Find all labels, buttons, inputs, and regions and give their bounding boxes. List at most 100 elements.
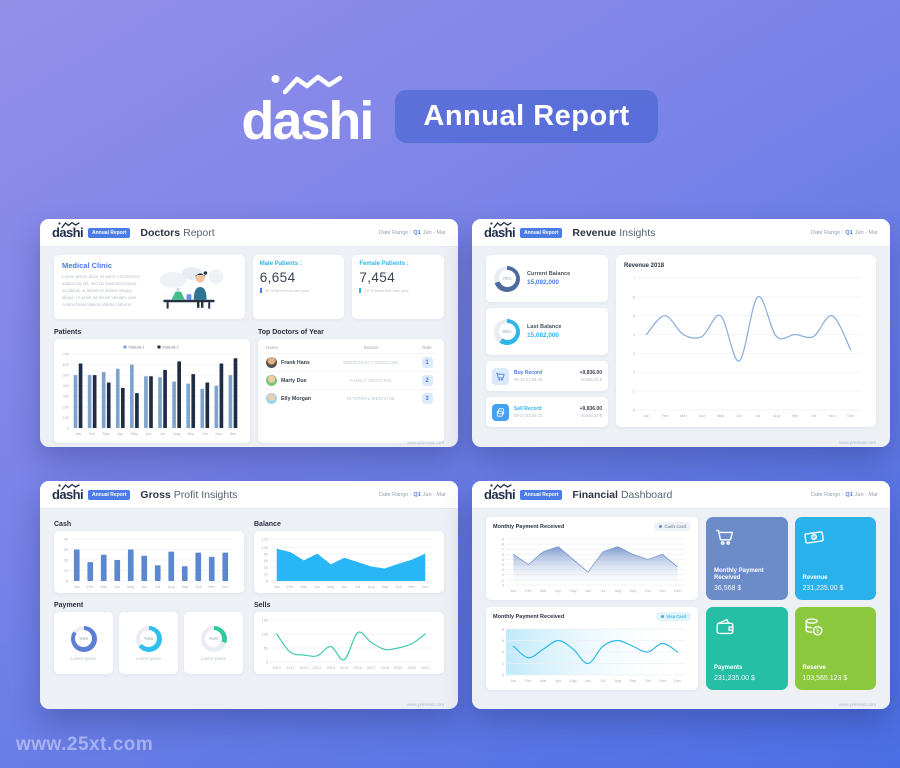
zigzag-line-icon	[58, 221, 80, 229]
payment-donut: %30	[200, 625, 227, 652]
svg-text:4: 4	[502, 650, 504, 654]
visa-card-badge[interactable]: Visa Card	[655, 612, 691, 621]
tile-value: 36,568 $	[714, 585, 742, 592]
svg-text:2012: 2012	[300, 666, 308, 670]
tile-value: 231,235.00 $	[802, 585, 844, 592]
current-balance-card: 70% Current Balance 15,082,000	[486, 255, 608, 302]
svg-text:200: 200	[63, 405, 69, 409]
svg-text:Jul: Jul	[155, 585, 160, 589]
table-row[interactable]: Marty Due FAMILY MEDICINE 2	[266, 371, 436, 389]
logo-text: dashi	[241, 91, 374, 151]
svg-text:Jul: Jul	[755, 414, 760, 418]
tile-label: Payments	[714, 665, 743, 671]
svg-text:Feb: Feb	[89, 432, 96, 436]
svg-text:60: 60	[264, 559, 268, 563]
svg-text:Oct: Oct	[645, 679, 652, 683]
svg-text:0: 0	[502, 673, 504, 677]
svg-text:2: 2	[502, 573, 504, 577]
date-range-period: Jan - Mar	[422, 491, 446, 498]
avatar	[266, 357, 277, 368]
patients-section-label: Patients	[54, 329, 82, 336]
footer-url: www.premast.com	[839, 440, 876, 445]
tile-value: 231,235.00 $	[714, 675, 755, 682]
svg-text:Feb: Feb	[525, 589, 532, 593]
doctor-section: FAMILY MEDICINE	[350, 378, 392, 383]
buy-record-item[interactable]: Buy Record 09-23 03:55:25 +9,836.00 5056…	[486, 361, 608, 391]
svg-text:Jan: Jan	[74, 585, 80, 589]
monthly-payment-line-chart: 0 2 4 6 8 Jan Feb Mar Apr May Jun Jul Aug Sep Oct Nov De…	[493, 624, 689, 684]
last-balance-card: 60% Last Balance 15,082,000	[486, 308, 608, 355]
page-title: Gross Profit Insights	[140, 489, 237, 501]
svg-text:Jun: Jun	[145, 432, 151, 436]
zigzag-line-icon	[271, 74, 343, 95]
reserve-tile[interactable]: $ Reserve 103,565.123 $	[794, 607, 876, 690]
badge-label: Visa Card	[666, 614, 686, 619]
tile-label: Monthly Payment Received	[714, 567, 764, 582]
svg-text:Oct: Oct	[202, 432, 209, 436]
sell-record-item[interactable]: Sell Record 09-23 03:55:25 +9,836.00 505…	[486, 397, 608, 427]
dashboard-header: dashi Annual Report Financial Dashboard …	[472, 481, 890, 509]
dashi-mini-logo: dashi	[52, 221, 84, 239]
svg-text:2018: 2018	[381, 666, 389, 670]
table-row[interactable]: Frank Hans EMERGENCY MEDICINE 1	[266, 353, 436, 371]
monthly-payment-tile[interactable]: Monthly Payment Received 36,568 $	[706, 517, 788, 600]
svg-text:6: 6	[633, 295, 635, 299]
date-range-quarter: Q1	[845, 491, 853, 498]
svg-text:2: 2	[633, 371, 635, 375]
svg-text:500: 500	[63, 374, 69, 378]
female-patients-value: 7,454	[359, 270, 396, 285]
date-range-selector[interactable]: Date Range : Q1 Jan - Mar	[379, 230, 446, 236]
svg-text:Oct: Oct	[195, 585, 202, 589]
zigzag-line-icon	[490, 483, 512, 491]
brand-text: dashi	[484, 225, 516, 240]
date-range-label: Date Range :	[811, 491, 844, 498]
svg-text:20: 20	[64, 558, 68, 562]
svg-text:Mar: Mar	[100, 585, 107, 589]
svg-text:May: May	[570, 589, 577, 593]
svg-text:Oct: Oct	[811, 414, 818, 418]
date-range-quarter: Q1	[845, 229, 853, 236]
date-range-selector[interactable]: Date Range : Q1 Jan - Mar	[811, 492, 878, 498]
svg-text:Feb: Feb	[87, 585, 94, 589]
monthly-payment-visa-card: Monthly Payment Received Visa Card 0 2 4 6 8…	[486, 607, 698, 690]
date-range-selector[interactable]: Date Range : Q1 Jan - Mar	[379, 492, 446, 498]
svg-text:Feb: Feb	[525, 679, 532, 683]
svg-text:Aug: Aug	[773, 414, 780, 418]
female-patients-note: 15 % More than last year	[359, 288, 437, 293]
svg-text:Dec: Dec	[674, 679, 681, 683]
payment-section-label: Payment	[54, 602, 84, 609]
svg-text:7: 7	[502, 548, 504, 552]
tile-label: Reserve	[802, 665, 826, 671]
svg-text:Aug: Aug	[368, 585, 375, 589]
svg-text:Dec: Dec	[674, 589, 681, 593]
svg-text:10: 10	[64, 569, 68, 573]
zigzag-line-icon	[490, 221, 512, 229]
avatar	[266, 375, 277, 386]
patients-chart-card: 0 100 200 300 400 500 600 700 Jan Feb Mar Apr May Jun…	[54, 339, 250, 443]
svg-text:125: 125	[262, 537, 268, 541]
svg-text:Mar: Mar	[540, 679, 547, 683]
date-range-label: Date Range :	[379, 229, 412, 236]
svg-text:600: 600	[63, 363, 69, 367]
payments-tile[interactable]: Payments 231,235.00 $	[706, 607, 788, 690]
annual-report-badge: Annual Report	[519, 489, 563, 500]
cart-icon	[492, 367, 509, 385]
cash-card-badge[interactable]: Cash Card	[654, 522, 691, 531]
table-row[interactable]: Elly Morgan INTERNAL MEDICINE 3	[266, 389, 436, 407]
svg-text:May: May	[327, 585, 334, 589]
svg-text:6: 6	[502, 639, 504, 643]
last-balance-label: Last Balance	[527, 324, 562, 330]
donut-percent: %65	[143, 636, 153, 641]
svg-text:Mar: Mar	[103, 432, 110, 436]
sell-record-time: 09-23 03:55:25	[514, 413, 543, 419]
date-range-selector[interactable]: Date Range : Q1 Jan - Mar	[811, 230, 878, 236]
svg-text:4: 4	[502, 563, 504, 567]
last-balance-value: 15,082,000	[527, 332, 559, 339]
page-title: Revenue Insights	[572, 227, 655, 239]
annual-report-banner: Annual Report	[394, 88, 659, 144]
balance-section-label: Balance	[254, 521, 281, 528]
svg-text:2015: 2015	[340, 666, 348, 670]
revenue-tile[interactable]: $ Revenue 231,235.00 $	[794, 517, 876, 600]
dashi-mini-logo: dashi	[52, 483, 84, 501]
